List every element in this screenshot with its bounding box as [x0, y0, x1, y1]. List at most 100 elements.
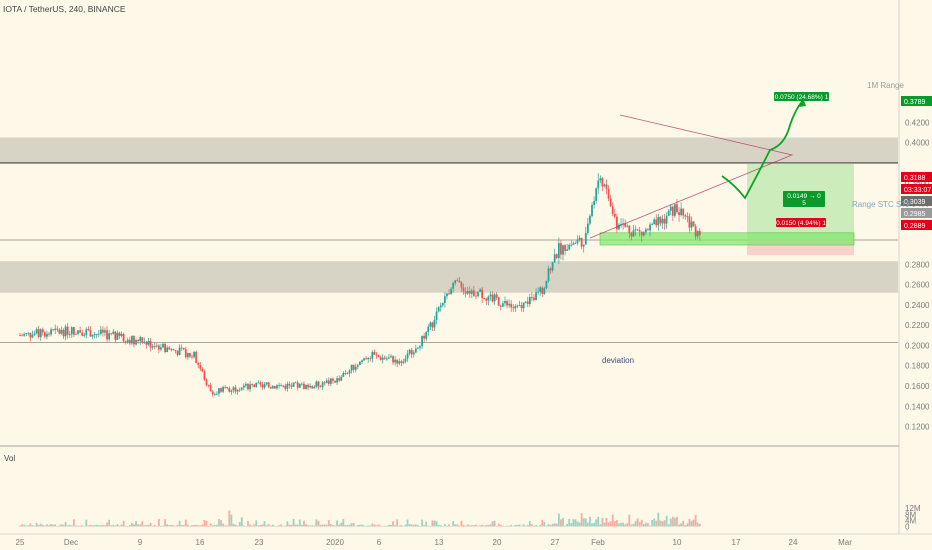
candle-body-74 — [172, 348, 175, 351]
candle-body-31 — [83, 335, 86, 336]
volume-title: Vol — [4, 454, 16, 463]
volume-bar-4 — [27, 525, 30, 527]
candle-body-107 — [240, 387, 243, 390]
candle-body-310 — [661, 218, 664, 224]
volume-bar-226 — [487, 524, 490, 527]
volume-bar-167 — [365, 525, 368, 527]
candle-body-90 — [205, 379, 208, 386]
candle-body-22 — [64, 326, 67, 337]
candle-body-73 — [170, 348, 173, 350]
candle-body-35 — [91, 334, 94, 337]
volume-bar-35 — [91, 525, 94, 527]
candle-body-276 — [591, 205, 593, 216]
volume-bar-99 — [224, 525, 227, 527]
candle-body-216 — [466, 290, 469, 294]
volume-bar-58 — [139, 524, 142, 527]
candle-body-160 — [350, 364, 353, 371]
volume-bar-29 — [79, 525, 82, 527]
volume-bar-276 — [591, 523, 593, 527]
volume-bar-320 — [682, 520, 685, 527]
volume-bar-93 — [211, 525, 214, 527]
candle-body-91 — [207, 385, 210, 386]
candle-body-297 — [634, 229, 637, 231]
volume-bar-313 — [667, 524, 670, 527]
candle-body-87 — [199, 365, 202, 369]
volume-bar-5 — [29, 523, 32, 527]
volume-bar-174 — [379, 525, 382, 527]
candle-body-21 — [62, 329, 65, 337]
candle-body-109 — [245, 383, 247, 386]
candle-body-69 — [162, 343, 164, 348]
candle-body-20 — [60, 329, 63, 334]
volume-bar-141 — [311, 525, 314, 527]
candle-body-115 — [257, 382, 260, 384]
volume-bar-125 — [278, 525, 280, 527]
volume-bar-1 — [21, 524, 23, 527]
volume-bar-299 — [638, 521, 641, 527]
volume-bar-285 — [609, 521, 612, 527]
volume-bar-158 — [346, 525, 349, 527]
candle-body-105 — [236, 390, 239, 392]
volume-bar-86 — [197, 525, 200, 527]
candle-body-43 — [108, 333, 111, 340]
price-tick-label-12: 0.1600 — [905, 382, 930, 391]
candle-body-143 — [315, 381, 318, 387]
candle-body-304 — [649, 224, 651, 231]
candle-body-290 — [620, 224, 622, 225]
candle-body-37 — [95, 334, 98, 336]
volume-bar-222 — [479, 525, 481, 527]
volume-bar-119 — [265, 525, 268, 527]
volume-bar-248 — [533, 525, 535, 527]
candle-body-171 — [373, 351, 376, 355]
volume-bar-284 — [607, 522, 610, 527]
candle-body-197 — [427, 326, 430, 332]
volume-bar-136 — [300, 524, 303, 527]
volume-bar-317 — [676, 516, 678, 527]
price-tick-label-7: 0.2600 — [905, 281, 930, 290]
volume-bar-157 — [344, 524, 347, 527]
volume-bar-240 — [516, 524, 519, 527]
candle-body-121 — [269, 386, 272, 389]
volume-bar-91 — [207, 525, 210, 527]
candle-body-10 — [39, 329, 42, 337]
candle-body-193 — [419, 346, 421, 348]
time-tick-label-5: 2020 — [326, 538, 344, 547]
candle-body-306 — [653, 219, 656, 225]
volume-bar-275 — [589, 516, 591, 527]
candle-body-72 — [168, 347, 171, 350]
volume-bar-319 — [680, 523, 683, 527]
candle-body-173 — [377, 355, 380, 357]
candle-body-257 — [551, 262, 554, 271]
volume-bar-3 — [25, 525, 28, 527]
volume-bar-309 — [659, 520, 662, 527]
time-tick-label-7: 13 — [435, 538, 444, 547]
candle-body-287 — [613, 213, 616, 217]
candle-body-125 — [278, 385, 280, 387]
volume-bar-315 — [671, 516, 674, 527]
candle-body-230 — [495, 294, 498, 298]
volume-bar-227 — [489, 524, 492, 527]
volume-bar-132 — [292, 518, 295, 527]
volume-tick-label-0: 12M — [905, 504, 921, 513]
candle-body-137 — [303, 383, 305, 389]
volume-bar-322 — [686, 523, 689, 527]
volume-bar-221 — [477, 525, 479, 527]
candle-body-44 — [110, 333, 113, 335]
candle-body-328 — [698, 230, 701, 236]
candle-body-186 — [404, 358, 407, 362]
time-tick-label-8: 20 — [493, 538, 502, 547]
volume-bar-291 — [622, 522, 624, 527]
candle-body-210 — [454, 280, 457, 284]
volume-bar-289 — [618, 523, 620, 527]
volume-bar-131 — [290, 524, 293, 527]
volume-bar-306 — [653, 518, 656, 527]
volume-bar-230 — [495, 525, 498, 527]
candle-body-81 — [186, 353, 189, 358]
volume-bar-308 — [657, 512, 660, 527]
candle-body-95 — [215, 393, 218, 395]
volume-bar-215 — [464, 525, 467, 527]
candle-body-104 — [234, 387, 237, 392]
candle-body-138 — [305, 384, 307, 389]
volume-bar-75 — [174, 525, 177, 527]
